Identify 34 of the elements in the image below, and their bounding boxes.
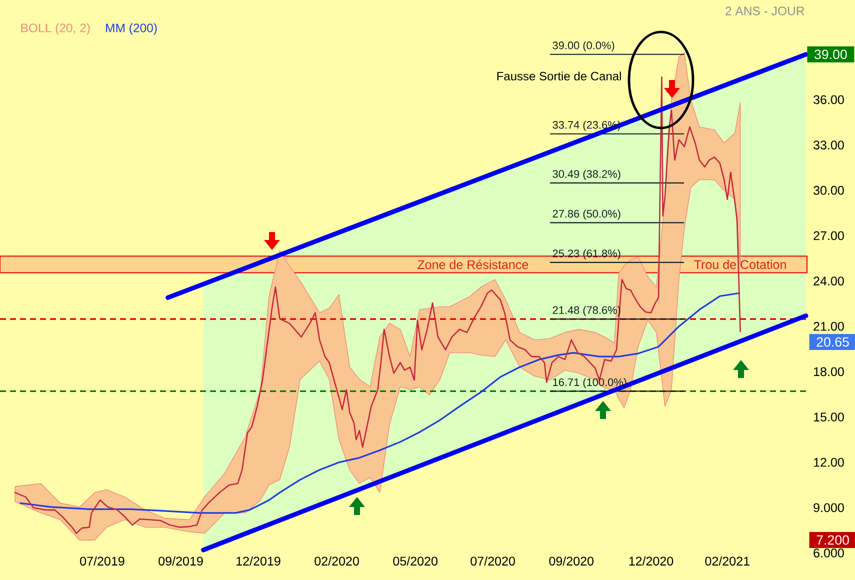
x-tick-label: 07/2019 — [80, 556, 124, 566]
annotation: 39.00 — [814, 50, 847, 60]
chart-subtitle: 2 ANS - JOUR — [726, 6, 804, 16]
y-tick-label: 15.00 — [814, 412, 844, 422]
ref-line-label: 39.00 (0.0%) — [552, 41, 614, 52]
y-tick-label: 24.00 — [814, 276, 844, 286]
y-tick-label: 27.00 — [814, 231, 844, 240]
y-tick-label: 36.00 — [814, 95, 844, 104]
band-label: Zone de Résistance — [418, 260, 528, 270]
x-tick-label: 05/2020 — [393, 556, 438, 566]
x-tick-label: 09/2019 — [158, 556, 203, 566]
x-tick-label: 12/2019 — [236, 556, 280, 566]
ref-line-label: 27.86 (50.0%) — [552, 210, 620, 220]
x-tick-label: 12/2020 — [629, 556, 674, 566]
x-tick-label: 02/2020 — [314, 556, 359, 566]
x-tick-label: 09/2020 — [549, 556, 594, 566]
y-tick-label: 9.000 — [814, 503, 844, 512]
x-tick-label: 07/2020 — [470, 556, 515, 566]
y-tick-label: 6.000 — [814, 548, 844, 558]
y-tick-label: 30.00 — [814, 186, 844, 195]
text: MM (200) — [106, 23, 157, 35]
ref-line-label: 16.71 (100.0%) — [553, 378, 626, 388]
legend-label: BOLL (20, 2) — [21, 23, 90, 35]
line-series — [20, 292, 740, 514]
y-tick-label: 21.00 — [814, 322, 844, 331]
text: 7.200 — [816, 535, 849, 545]
y-tick-label: 18.00 — [814, 367, 844, 376]
text: 20.65 — [816, 337, 849, 347]
x-tick-label: 02/2021 — [705, 556, 750, 566]
annotation: Fausse Sortie de Canal — [497, 72, 621, 80]
y-tick-label: 12.00 — [814, 458, 844, 467]
annotation: Trou de Cotation — [694, 260, 786, 270]
ref-line-label: 30.49 (38.2%) — [552, 170, 620, 180]
y-tick-label: 33.00 — [814, 140, 844, 150]
